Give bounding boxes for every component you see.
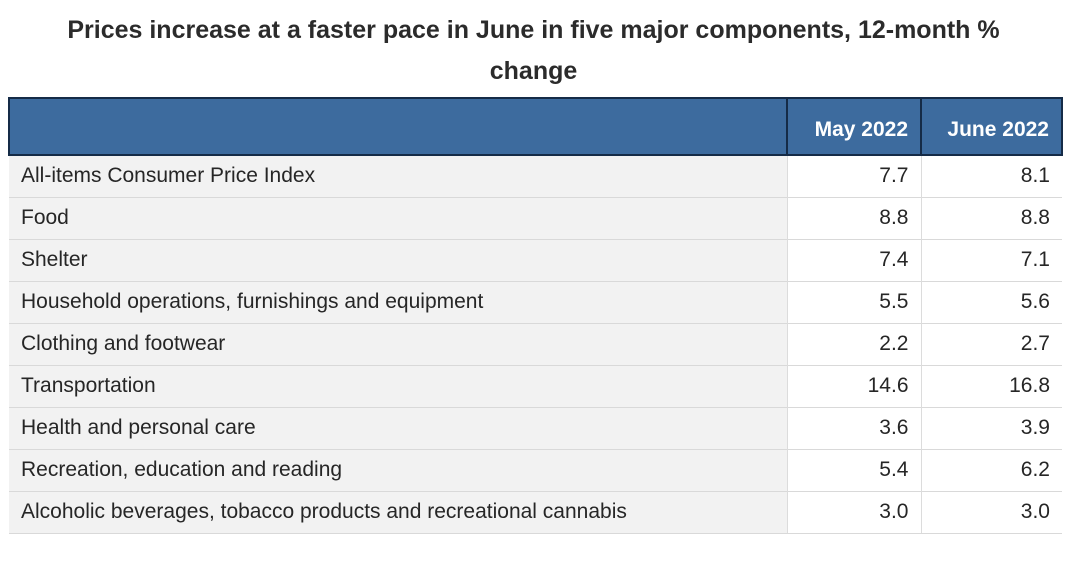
row-label: Alcoholic beverages, tobacco products an… xyxy=(9,490,787,534)
table-row: Recreation, education and reading 5.4 6.… xyxy=(9,448,1062,491)
table-row: Food 8.8 8.8 xyxy=(9,196,1062,239)
row-june-value: 7.1 xyxy=(920,238,1062,281)
row-label: Health and personal care xyxy=(9,406,787,449)
table-row: Health and personal care 3.6 3.9 xyxy=(9,406,1062,449)
row-june-value: 6.2 xyxy=(920,448,1062,491)
cpi-table: May 2022 June 2022 All-items Consumer Pr… xyxy=(8,97,1063,534)
row-june-value: 5.6 xyxy=(920,280,1062,323)
row-june-value: 16.8 xyxy=(920,364,1062,407)
table-row: Household operations, furnishings and eq… xyxy=(9,280,1062,323)
header-june-2022: June 2022 xyxy=(920,97,1063,156)
row-label: Household operations, furnishings and eq… xyxy=(9,280,787,323)
table-row: Shelter 7.4 7.1 xyxy=(9,238,1062,281)
table-row: All-items Consumer Price Index 7.7 8.1 xyxy=(9,155,1062,197)
row-label: All-items Consumer Price Index xyxy=(9,155,787,197)
row-may-value: 7.7 xyxy=(786,155,921,197)
table-row: Alcoholic beverages, tobacco products an… xyxy=(9,490,1062,534)
row-may-value: 7.4 xyxy=(786,238,921,281)
header-empty-cell xyxy=(8,97,788,156)
row-label: Shelter xyxy=(9,238,787,281)
row-june-value: 8.1 xyxy=(920,155,1062,197)
row-may-value: 3.0 xyxy=(786,490,921,534)
row-label: Transportation xyxy=(9,364,787,407)
row-may-value: 3.6 xyxy=(786,406,921,449)
row-june-value: 2.7 xyxy=(920,322,1062,365)
row-label: Recreation, education and reading xyxy=(9,448,787,491)
row-label: Clothing and footwear xyxy=(9,322,787,365)
table-header-row: May 2022 June 2022 xyxy=(8,97,1063,156)
row-june-value: 3.9 xyxy=(920,406,1062,449)
row-may-value: 5.5 xyxy=(786,280,921,323)
row-may-value: 2.2 xyxy=(786,322,921,365)
row-may-value: 14.6 xyxy=(786,364,921,407)
page-title: Prices increase at a faster pace in June… xyxy=(67,16,1000,85)
header-may-2022: May 2022 xyxy=(786,97,922,156)
row-june-value: 8.8 xyxy=(920,196,1062,239)
row-label: Food xyxy=(9,196,787,239)
table-row: Transportation 14.6 16.8 xyxy=(9,364,1062,407)
row-may-value: 5.4 xyxy=(786,448,921,491)
table-row: Clothing and footwear 2.2 2.7 xyxy=(9,322,1062,365)
row-june-value: 3.0 xyxy=(920,490,1062,534)
row-may-value: 8.8 xyxy=(786,196,921,239)
